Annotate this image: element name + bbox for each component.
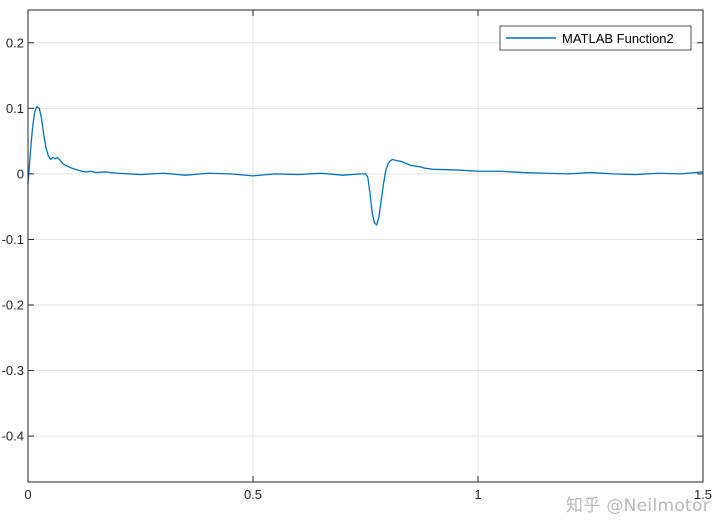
- legend-label: MATLAB Function2: [562, 31, 674, 46]
- series-layer: [27, 105, 704, 226]
- y-tick-label: 0.2: [6, 35, 24, 50]
- y-tick-label: -0.1: [2, 232, 24, 247]
- x-tick-label: 0: [24, 487, 31, 502]
- plot-area: [28, 10, 703, 482]
- x-tick-label: 0.5: [244, 487, 262, 502]
- y-tick-label: -0.3: [2, 363, 24, 378]
- axis-ticks: 0 0.5 1 1.5 0.2 0.1 0 -0.1 -0.2 -0.3 -0.4: [2, 10, 712, 502]
- watermark-text: 知乎 @Neilmotor: [566, 496, 710, 516]
- x-tick-label: 1.5: [694, 487, 712, 502]
- x-tick-label: 1: [474, 487, 481, 502]
- y-tick-label: 0: [17, 166, 24, 181]
- series-line: [27, 105, 704, 226]
- y-tick-label: -0.2: [2, 298, 24, 313]
- legend: MATLAB Function2: [499, 25, 692, 51]
- y-tick-label: -0.4: [2, 429, 24, 444]
- plot-frame: [27, 9, 704, 483]
- y-tick-label: 0.1: [6, 101, 24, 116]
